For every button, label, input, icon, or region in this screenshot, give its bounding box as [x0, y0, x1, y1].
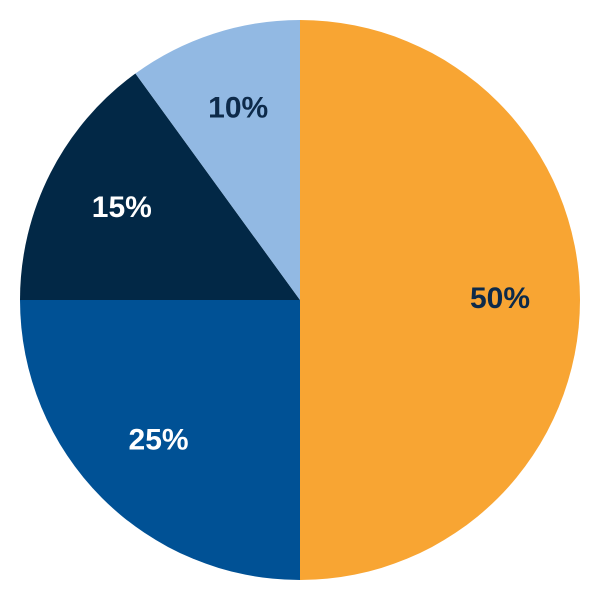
slice-label: 25% [129, 423, 189, 456]
pie-slice [300, 20, 580, 580]
slice-label: 10% [208, 92, 268, 125]
slice-label: 50% [470, 282, 530, 315]
pie-slice [20, 73, 300, 300]
pie-slice [135, 20, 300, 300]
pie-slice [20, 300, 300, 580]
slice-label: 15% [92, 191, 152, 224]
